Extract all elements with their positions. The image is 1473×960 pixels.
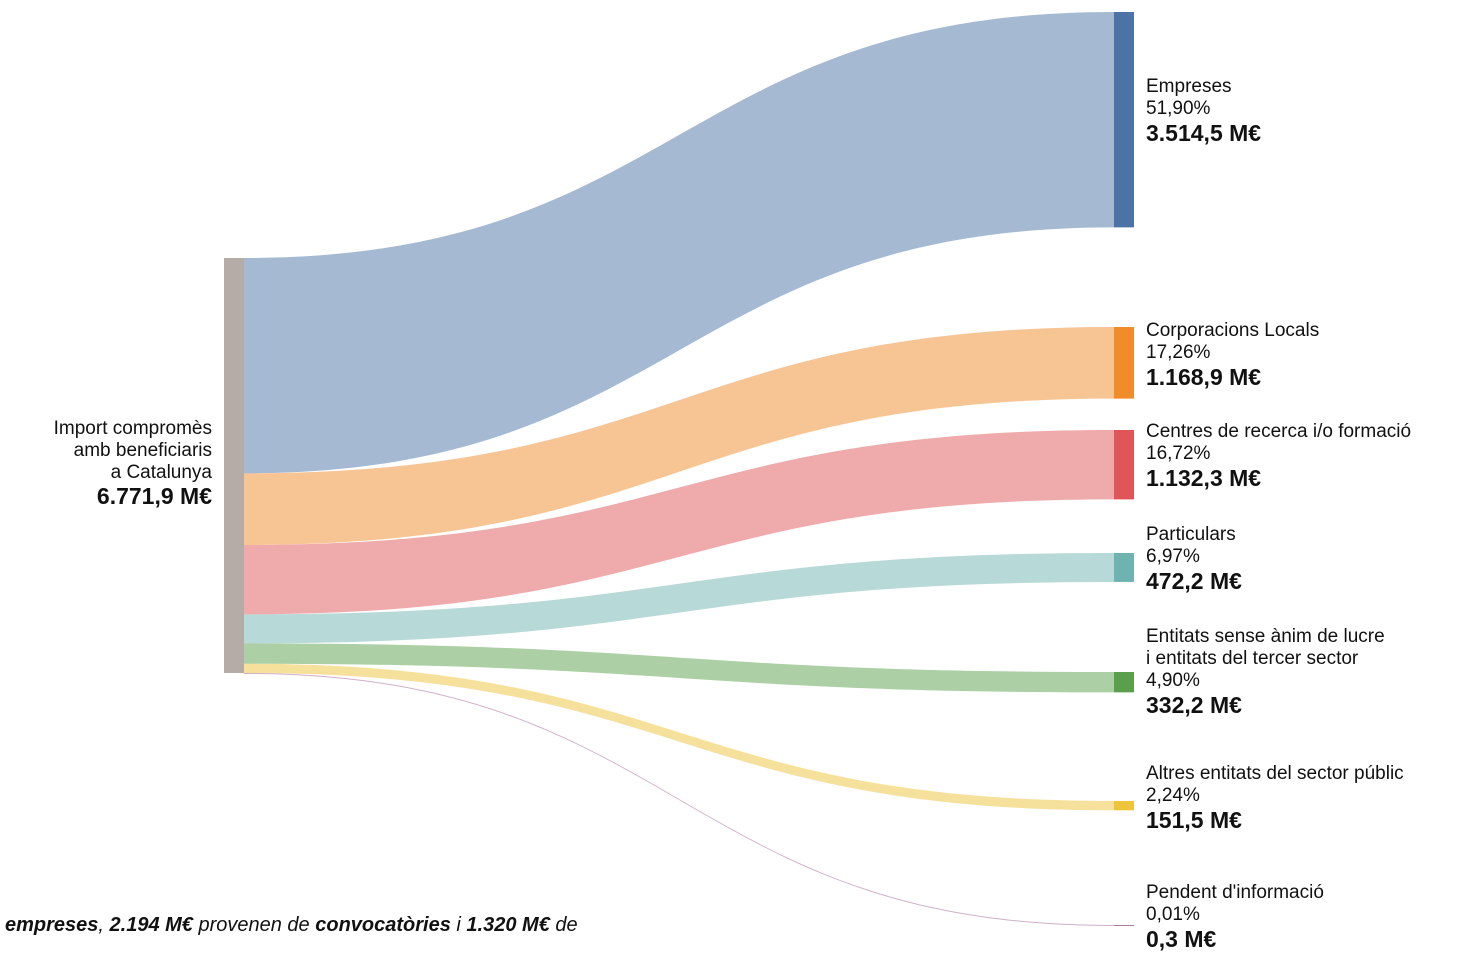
target-name: Centres de recerca i/o formació [1146,421,1411,442]
target-name: Empreses [1146,76,1232,97]
flow-link [244,643,1114,693]
flow-link [244,430,1114,615]
target-value: 1.132,3 M€ [1146,465,1261,491]
target-share: 6,97% [1146,546,1200,567]
target-value: 472,2 M€ [1146,568,1242,594]
target-name: Entitats sense ànim de lucre [1146,626,1385,647]
target-share: 0,01% [1146,904,1200,925]
source-name: amb beneficiaris [74,440,212,461]
annotation-part: 1.320 M€ [466,914,550,936]
target-share: 4,90% [1146,670,1200,691]
source-name: Import compromès [54,418,212,439]
target-name: Altres entitats del sector públic [1146,763,1404,784]
annotation-part: convocatòries [315,914,451,936]
target-node [1114,12,1134,228]
target-node [1114,925,1134,926]
target-share: 51,90% [1146,98,1211,119]
target-name: i entitats del tercer sector [1146,648,1359,669]
source-name: a Catalunya [111,462,213,483]
target-value: 332,2 M€ [1146,692,1242,718]
target-node [1114,553,1134,582]
flow-link [244,663,1114,811]
annotation-part: de [550,914,578,936]
target-value: 1.168,9 M€ [1146,364,1261,390]
annotation-part: , [98,914,109,936]
flow-link [244,672,1114,926]
source-node [224,258,244,673]
target-share: 16,72% [1146,443,1211,464]
target-name: Corporacions Locals [1146,320,1319,341]
flow-link [244,553,1114,644]
target-node [1114,672,1134,693]
flow-link [244,327,1114,546]
annotation: empreses, 2.194 M€ provenen de convocatò… [5,914,578,936]
target-value: 151,5 M€ [1146,807,1242,833]
annotation-part: 2.194 M€ [109,914,194,936]
target-node [1114,430,1134,500]
annotation-part: empreses [5,914,98,936]
target-name: Particulars [1146,524,1236,545]
target-node [1114,327,1134,399]
target-share: 17,26% [1146,342,1211,363]
target-name: Pendent d'informació [1146,882,1324,903]
flow-link [244,12,1114,474]
target-value: 3.514,5 M€ [1146,120,1261,146]
target-node [1114,801,1134,811]
annotation-part: i [451,914,467,936]
target-share: 2,24% [1146,785,1200,806]
annotation-part: provenen de [193,914,315,936]
target-value: 0,3 M€ [1146,926,1217,952]
source-value: 6.771,9 M€ [97,483,212,509]
